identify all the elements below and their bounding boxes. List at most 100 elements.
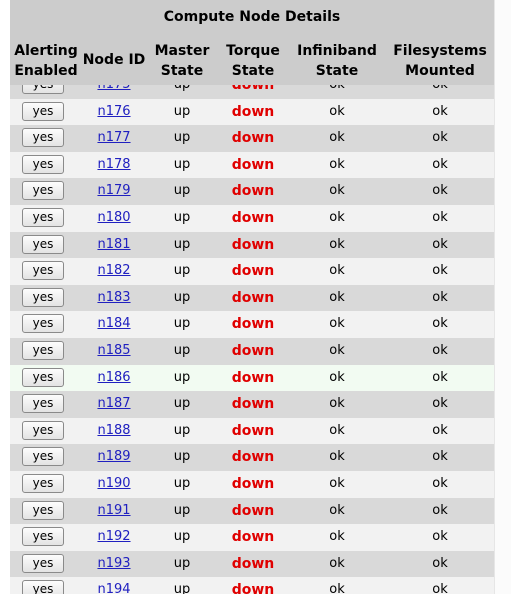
node-id-cell: n185 (82, 338, 146, 365)
table-row: yes n191 up down ok ok (10, 497, 494, 525)
alerting-toggle-button[interactable]: yes (22, 527, 64, 547)
master-state-cell: up (173, 130, 191, 146)
node-link[interactable]: n187 (97, 396, 131, 412)
master-state-cell: up (173, 529, 191, 545)
node-id-cell: n189 (82, 444, 146, 471)
status-down-text: down (231, 555, 275, 572)
node-link[interactable]: n189 (97, 449, 131, 465)
infiniband-state-cell: ok (329, 555, 345, 571)
node-link[interactable]: n191 (97, 502, 131, 518)
status-down-text: down (231, 475, 275, 492)
node-link[interactable]: n184 (97, 316, 131, 332)
alerting-toggle-button[interactable]: yes (22, 261, 64, 281)
alerting-toggle-button[interactable]: yes (22, 500, 64, 520)
infiniband-state-cell: ok (329, 396, 345, 412)
torque-state-cell: down (218, 444, 288, 471)
node-link[interactable]: n183 (97, 289, 131, 305)
scrollbar-track[interactable] (494, 0, 511, 594)
master-state-cell: up (173, 396, 191, 412)
table-row: yes n194 up down ok ok (10, 577, 494, 594)
table-row: yes n188 up down ok ok (10, 417, 494, 445)
torque-state-cell: down (218, 205, 288, 232)
node-link[interactable]: n192 (97, 529, 131, 545)
table-row: yes n186 up down ok ok (10, 364, 494, 392)
infiniband-state-cell: ok (329, 582, 345, 594)
filesystems-mounted-cell: ok (432, 316, 448, 332)
alerting-toggle-button[interactable]: yes (22, 367, 64, 387)
node-link[interactable]: n185 (97, 342, 131, 358)
infiniband-state-cell: ok (329, 502, 345, 518)
infiniband-state-cell: ok (329, 422, 345, 438)
master-state-cell: up (173, 316, 191, 332)
node-id-cell: n194 (82, 577, 146, 594)
status-down-text: down (231, 156, 275, 173)
table-title: Compute Node Details (163, 9, 341, 25)
filesystems-mounted-cell: ok (432, 183, 448, 199)
node-id-cell: n176 (82, 99, 146, 126)
filesystems-mounted-cell: ok (432, 369, 448, 385)
filesystems-mounted-cell: ok (432, 529, 448, 545)
alerting-toggle-button[interactable]: yes (22, 420, 64, 440)
filesystems-mounted-cell: ok (432, 103, 448, 119)
alerting-toggle-button[interactable]: yes (22, 447, 64, 467)
table-row: yes n192 up down ok ok (10, 524, 494, 551)
alerting-toggle-button[interactable]: yes (22, 154, 64, 174)
node-link[interactable]: n188 (97, 422, 131, 438)
node-id-cell: n182 (82, 258, 146, 285)
table-row: yes n189 up down ok ok (10, 444, 494, 471)
torque-state-cell: down (218, 418, 288, 445)
node-link[interactable]: n179 (97, 183, 131, 199)
status-down-text: down (231, 502, 275, 519)
infiniband-state-cell: ok (329, 449, 345, 465)
alerting-toggle-button[interactable]: yes (22, 580, 64, 594)
filesystems-mounted-cell: ok (432, 236, 448, 252)
node-link[interactable]: n177 (97, 130, 131, 146)
alerting-toggle-button[interactable]: yes (22, 287, 64, 307)
torque-state-cell: down (218, 152, 288, 179)
master-state-cell: up (173, 502, 191, 518)
table-row: yes n176 up down ok ok (10, 98, 494, 126)
alerting-toggle-button[interactable]: yes (22, 234, 64, 254)
infiniband-state-cell: ok (329, 529, 345, 545)
infiniband-state-cell: ok (329, 316, 345, 332)
master-state-cell: up (173, 209, 191, 225)
status-down-text: down (231, 369, 275, 386)
master-state-cell: up (173, 475, 191, 491)
status-down-text: down (231, 183, 275, 200)
table-row: yes n180 up down ok ok (10, 204, 494, 232)
node-link[interactable]: n178 (97, 156, 131, 172)
node-link[interactable]: n194 (97, 582, 131, 594)
master-state-cell: up (173, 263, 191, 279)
alerting-toggle-button[interactable]: yes (22, 207, 64, 227)
alerting-toggle-button[interactable]: yes (22, 340, 64, 360)
torque-state-cell: down (218, 99, 288, 126)
infiniband-state-cell: ok (329, 263, 345, 279)
node-link[interactable]: n193 (97, 555, 131, 571)
alerting-toggle-button[interactable]: yes (22, 314, 64, 334)
torque-state-cell: down (218, 232, 288, 259)
status-down-text: down (231, 289, 275, 306)
node-link[interactable]: n181 (97, 236, 131, 252)
filesystems-mounted-cell: ok (432, 449, 448, 465)
alerting-toggle-button[interactable]: yes (22, 128, 64, 148)
master-state-cell: up (173, 289, 191, 305)
master-state-cell: up (173, 236, 191, 252)
node-link[interactable]: n190 (97, 475, 131, 491)
master-state-cell: up (173, 582, 191, 594)
filesystems-mounted-cell: ok (432, 422, 448, 438)
node-id-cell: n187 (82, 391, 146, 418)
filesystems-mounted-cell: ok (432, 502, 448, 518)
alerting-toggle-button[interactable]: yes (22, 181, 64, 201)
table-row: yes n178 up down ok ok (10, 151, 494, 179)
table-row: yes n181 up down ok ok (10, 231, 494, 259)
alerting-toggle-button[interactable]: yes (22, 101, 64, 121)
alerting-toggle-button[interactable]: yes (22, 553, 64, 573)
node-link[interactable]: n180 (97, 209, 131, 225)
master-state-cell: up (173, 369, 191, 385)
col-header-torque-state: Torque State (226, 43, 280, 79)
node-link[interactable]: n182 (97, 263, 131, 279)
alerting-toggle-button[interactable]: yes (22, 473, 64, 493)
node-link[interactable]: n186 (97, 369, 131, 385)
alerting-toggle-button[interactable]: yes (22, 394, 64, 414)
node-link[interactable]: n176 (97, 103, 131, 119)
